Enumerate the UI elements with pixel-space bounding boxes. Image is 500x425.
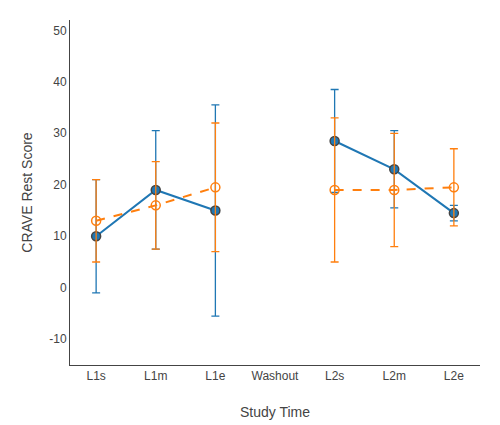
svg-text:Washout: Washout bbox=[252, 369, 300, 383]
svg-text:CRAVE Rest Score: CRAVE Rest Score bbox=[19, 132, 35, 253]
svg-text:L2e: L2e bbox=[444, 369, 464, 383]
svg-text:L2m: L2m bbox=[383, 369, 406, 383]
svg-text:50: 50 bbox=[53, 24, 67, 38]
svg-text:-10: -10 bbox=[49, 332, 67, 346]
svg-text:L1m: L1m bbox=[144, 369, 167, 383]
svg-text:L2s: L2s bbox=[325, 369, 344, 383]
svg-text:40: 40 bbox=[53, 75, 67, 89]
svg-text:L1s: L1s bbox=[86, 369, 105, 383]
svg-text:L1e: L1e bbox=[205, 369, 225, 383]
svg-text:30: 30 bbox=[53, 126, 67, 140]
svg-text:10: 10 bbox=[53, 229, 67, 243]
svg-text:Study Time: Study Time bbox=[240, 404, 310, 420]
svg-text:0: 0 bbox=[60, 281, 67, 295]
svg-text:20: 20 bbox=[53, 178, 67, 192]
